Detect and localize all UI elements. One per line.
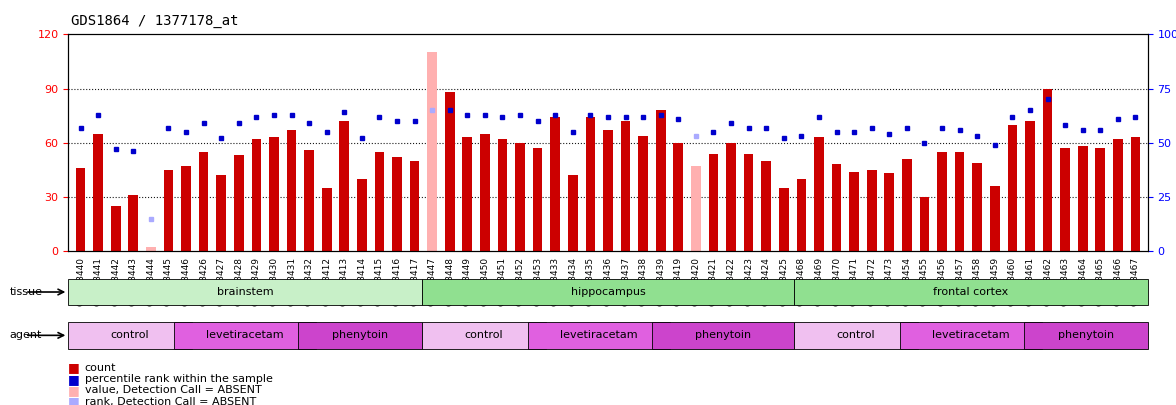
Bar <box>937 152 947 251</box>
Text: phenytoin: phenytoin <box>695 330 751 340</box>
Bar <box>181 166 191 251</box>
FancyBboxPatch shape <box>900 322 1042 349</box>
Bar <box>375 152 385 251</box>
FancyBboxPatch shape <box>422 322 546 349</box>
Bar <box>533 148 542 251</box>
Text: control: control <box>465 330 503 340</box>
Text: brainstem: brainstem <box>216 287 274 297</box>
Text: percentile rank within the sample: percentile rank within the sample <box>85 374 273 384</box>
FancyBboxPatch shape <box>794 322 917 349</box>
Bar <box>1043 89 1053 251</box>
Bar <box>269 137 279 251</box>
Text: ■: ■ <box>68 395 80 405</box>
Bar <box>515 143 524 251</box>
Bar <box>973 163 982 251</box>
Text: levetiracetam: levetiracetam <box>560 330 637 340</box>
Bar <box>814 137 824 251</box>
Text: control: control <box>111 330 149 340</box>
Bar <box>955 152 964 251</box>
Bar <box>568 175 577 251</box>
Text: levetiracetam: levetiracetam <box>933 330 1010 340</box>
Bar <box>480 134 489 251</box>
Bar <box>287 130 296 251</box>
Bar <box>1112 139 1123 251</box>
Bar <box>322 188 332 251</box>
Text: ■: ■ <box>68 361 80 374</box>
Bar <box>639 136 648 251</box>
Bar <box>163 170 173 251</box>
Bar <box>252 139 261 251</box>
Bar <box>586 117 595 251</box>
Bar <box>93 134 103 251</box>
Bar <box>358 179 367 251</box>
Bar <box>146 247 155 251</box>
Bar <box>234 156 243 251</box>
Bar <box>75 168 86 251</box>
Text: agent: agent <box>9 330 42 340</box>
Bar <box>497 139 507 251</box>
Bar <box>990 186 1000 251</box>
Text: GDS1864 / 1377178_at: GDS1864 / 1377178_at <box>71 14 238 28</box>
Text: hippocampus: hippocampus <box>570 287 646 297</box>
Text: count: count <box>85 363 116 373</box>
Bar <box>656 110 666 251</box>
Bar <box>216 175 226 251</box>
FancyBboxPatch shape <box>653 322 794 349</box>
FancyBboxPatch shape <box>299 322 422 349</box>
Bar <box>199 152 208 251</box>
Bar <box>1061 148 1070 251</box>
Bar <box>621 121 630 251</box>
Bar <box>779 188 789 251</box>
FancyBboxPatch shape <box>68 279 422 305</box>
FancyBboxPatch shape <box>528 322 670 349</box>
Bar <box>603 130 613 251</box>
Text: control: control <box>836 330 875 340</box>
Bar <box>111 206 120 251</box>
Bar <box>884 173 894 251</box>
Bar <box>709 153 719 251</box>
Bar <box>743 153 754 251</box>
Bar <box>902 159 911 251</box>
Text: rank, Detection Call = ABSENT: rank, Detection Call = ABSENT <box>85 397 256 405</box>
FancyBboxPatch shape <box>794 279 1148 305</box>
Text: phenytoin: phenytoin <box>1057 330 1114 340</box>
Text: ■: ■ <box>68 373 80 386</box>
Bar <box>409 161 420 251</box>
Text: tissue: tissue <box>9 287 42 297</box>
Text: phenytoin: phenytoin <box>332 330 388 340</box>
FancyBboxPatch shape <box>1024 322 1148 349</box>
Bar <box>1008 125 1017 251</box>
Bar <box>462 137 473 251</box>
Text: levetiracetam: levetiracetam <box>206 330 283 340</box>
Bar <box>920 197 929 251</box>
Bar <box>691 166 701 251</box>
Bar <box>1130 137 1141 251</box>
FancyBboxPatch shape <box>68 322 192 349</box>
Bar <box>445 92 455 251</box>
Bar <box>392 157 402 251</box>
Bar <box>727 143 736 251</box>
Bar <box>796 179 807 251</box>
FancyBboxPatch shape <box>422 279 794 305</box>
FancyBboxPatch shape <box>174 322 316 349</box>
Text: value, Detection Call = ABSENT: value, Detection Call = ABSENT <box>85 386 261 395</box>
Bar <box>761 161 771 251</box>
Bar <box>1078 146 1088 251</box>
Bar <box>867 170 876 251</box>
Bar <box>128 195 138 251</box>
Bar <box>1025 121 1035 251</box>
Text: ■: ■ <box>68 384 80 397</box>
Bar <box>849 172 858 251</box>
Bar <box>1096 148 1105 251</box>
Text: frontal cortex: frontal cortex <box>934 287 1009 297</box>
Bar <box>427 53 437 251</box>
Bar <box>340 121 349 251</box>
Bar <box>550 117 560 251</box>
Bar <box>674 143 683 251</box>
Bar <box>305 150 314 251</box>
Bar <box>831 164 841 251</box>
